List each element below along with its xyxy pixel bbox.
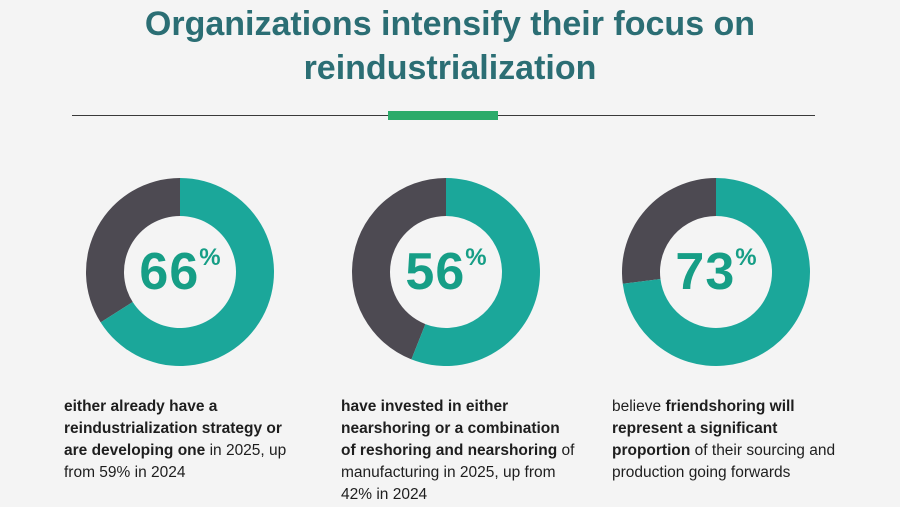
divider-accent [388, 111, 498, 120]
title-line-1: Organizations intensify their focus on [144, 5, 756, 43]
caption-3-part-1: believe [612, 398, 666, 415]
donut-value-segment-2 [411, 178, 541, 366]
donut-chart-3: 73% [621, 177, 811, 367]
donut-remainder-segment-2 [352, 178, 446, 360]
donut-chart-1: 66% [85, 177, 275, 367]
caption-1-part-2: in 2025, up from 59% in 2024 [64, 442, 287, 481]
donut-value-segment-3 [622, 178, 810, 366]
percent-value-2: 56 [405, 243, 466, 301]
percent-label-2: 56% [351, 177, 541, 367]
donut-svg-3 [622, 178, 810, 366]
percent-value-3: 73 [675, 243, 736, 301]
caption-2: have invested in either nearshoring or a… [341, 396, 576, 506]
donut-svg-2 [352, 178, 541, 366]
caption-1: either already have a reindustrializatio… [64, 396, 304, 484]
caption-3-part-3: of their sourcing and production going f… [612, 442, 836, 481]
donut-value-segment-1 [100, 178, 274, 366]
caption-3-part-2: friendshoring will represent a significa… [612, 398, 795, 459]
caption-3: believe friendshoring will represent a s… [612, 396, 837, 484]
title-line-2: reindustrialization [303, 49, 597, 87]
donut-svg-1 [86, 178, 274, 366]
percent-sign-3: % [735, 244, 757, 271]
donut-remainder-segment-3 [622, 178, 716, 284]
percent-label-3: 73% [621, 177, 811, 367]
caption-2-part-1: have invested in either nearshoring or a… [341, 398, 560, 459]
percent-sign-1: % [199, 244, 221, 271]
percent-value-1: 66 [139, 243, 200, 301]
percent-sign-2: % [465, 244, 487, 271]
caption-2-part-2: of manufacturing in 2025, up from 42% in… [341, 442, 575, 503]
donut-chart-2: 56% [351, 177, 541, 367]
page-title: Organizations intensify their focus on r… [0, 2, 900, 90]
donut-remainder-segment-1 [86, 178, 180, 323]
percent-label-1: 66% [85, 177, 275, 367]
caption-1-part-1: either already have a reindustrializatio… [64, 398, 282, 459]
